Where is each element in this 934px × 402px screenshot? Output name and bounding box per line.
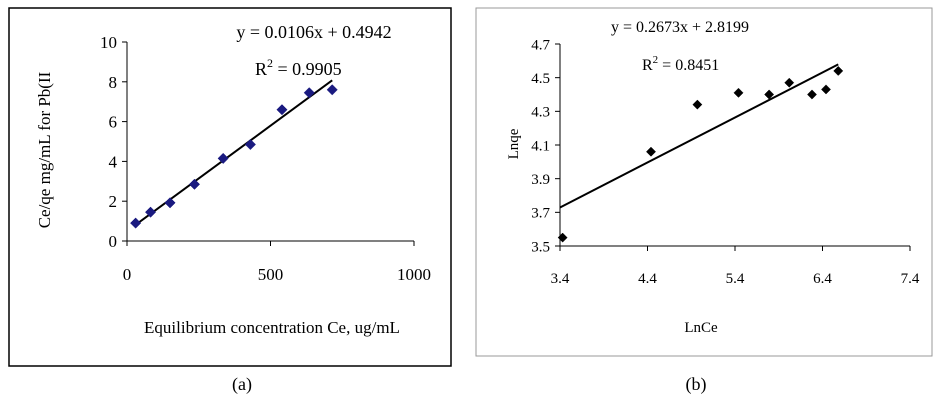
chart-a-data-point [164,197,176,209]
chart-b-frame [475,7,933,357]
chart-b-y-tick-label: 4.5 [531,71,550,87]
chart-b-y-tick-label: 3.7 [531,206,550,222]
chart-a-data-point [188,178,200,190]
chart-a-y-tick-label: 6 [109,113,118,132]
chart-a-frame [8,7,452,367]
chart-b-data-point [557,232,568,243]
chart-a-y-tick-label: 2 [109,192,118,211]
chart-b-data-point [646,146,656,157]
chart-b-data-point [821,84,831,95]
chart-b-x-axis-label: LnCe [684,320,718,336]
chart-b-y-tick-label: 4.1 [531,138,550,154]
chart-a-x-axis-label: Equilibrium concentration Ce, ug/mL [144,318,400,337]
chart-b-y-tick-label: 4.7 [531,37,550,53]
chart-a-r2-superscript: 2 [267,56,273,70]
chart-a-data-point [303,87,315,99]
chart-b-x-tick-label: 4.4 [638,271,657,287]
chart-a-x-tick-label: 500 [258,265,284,284]
chart-b-x-tick-label: 7.4 [901,271,920,287]
chart-a-x-tick-label: 1000 [397,265,431,284]
chart-a-y-tick-label: 4 [109,152,118,171]
chart-a-x-tick-label: 0 [123,265,132,284]
chart-a-y-tick-label: 8 [109,73,118,92]
chart-a-y-tick-label: 0 [109,232,118,251]
chart-a-points [130,84,338,229]
chart-b-x-tick-label: 5.4 [726,271,745,287]
chart-a-data-point [144,206,157,218]
chart-b-y-tick-label: 4.3 [531,105,550,121]
chart-b-x-tick-label: 6.4 [813,271,832,287]
chart-b-data-point [807,89,817,100]
chart-b-r2-superscript: 2 [653,54,659,66]
chart-a-data-point [276,104,288,116]
chart-b-r2-value: = 0.8451 [658,57,719,74]
chart-b-x-tick-label: 3.4 [551,271,570,287]
caption-a: (a) [232,374,252,394]
chart-b-x-ticks: 3.4 4.4 5.4 6.4 7.4 [551,246,920,287]
chart-b-y-ticks: 3.5 3.7 3.9 4.1 4.3 4.5 4.7 [531,37,560,255]
chart-b: 3.5 3.7 3.9 4.1 4.3 4.5 4.7 3.4 4.4 5.4 6.4 7.4 Ln… [475,7,933,357]
chart-a-y-axis-label: Ce/qe mg/mL for Pb(II [35,71,54,228]
chart-b-data-point [764,89,775,100]
chart-b-equation: y = 0.2673x + 2.8199 [611,19,749,36]
chart-a: 0 2 4 6 8 10 0 500 1000 Ce/qe mg/mL for Pb(II E… [8,7,452,367]
chart-a-r-squared: R2 = 0.9905 [255,56,342,79]
chart-a-x-ticks: 0 500 1000 [123,241,431,284]
chart-b-points [557,65,844,243]
chart-a-y-ticks: 0 2 4 6 8 10 [100,33,127,251]
chart-a-y-tick-label: 10 [100,33,117,52]
chart-a-r2-prefix: R [255,59,267,79]
chart-b-data-point [733,87,744,98]
chart-b-trendline [559,63,839,209]
chart-b-y-axis-label: Lnqe [506,128,522,159]
chart-b-trendline-group [559,63,839,209]
chart-b-data-point [784,77,795,88]
chart-a-data-point [217,152,229,164]
chart-a-data-point [130,217,142,229]
chart-b-r-squared: R2 = 0.8451 [642,54,719,74]
chart-b-y-tick-label: 3.5 [531,239,550,255]
chart-a-data-point [326,84,338,96]
chart-b-r2-prefix: R [642,57,653,74]
caption-b: (b) [685,374,707,394]
chart-a-r2-value: = 0.9905 [273,59,342,79]
chart-b-y-tick-label: 3.9 [531,172,550,188]
chart-a-equation: y = 0.0106x + 0.4942 [236,22,391,42]
chart-a-data-point [244,138,256,151]
chart-b-data-point [692,99,703,110]
chart-b-data-point [833,65,844,76]
